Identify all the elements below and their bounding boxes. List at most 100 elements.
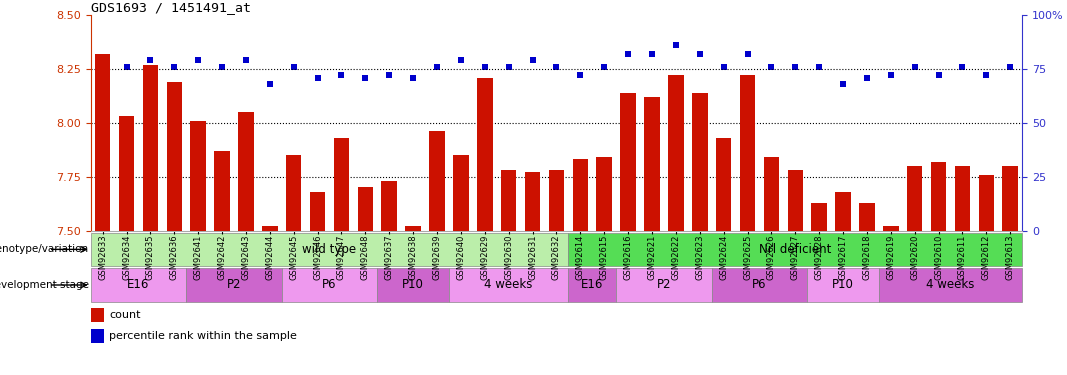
Point (261, 81, 278, 87)
Point (882, 72, 899, 78)
Text: GDS1693 / 1451491_at: GDS1693 / 1451491_at (91, 1, 251, 14)
Bar (378, 268, 449, 302)
Bar (91, 329, 103, 343)
Point (691, 51, 708, 57)
Text: E16: E16 (127, 279, 149, 291)
Bar (453, 155, 468, 231)
Text: genotype/variation: genotype/variation (0, 244, 89, 254)
Point (906, 64, 923, 70)
Bar (907, 166, 923, 231)
Bar (787, 170, 803, 231)
Point (620, 51, 637, 57)
Point (595, 64, 612, 70)
Bar (716, 138, 731, 231)
Bar (739, 75, 755, 231)
Bar (548, 170, 564, 231)
Bar (668, 75, 684, 231)
Bar (955, 166, 970, 231)
Bar (811, 202, 827, 231)
Text: P10: P10 (402, 279, 424, 291)
Point (285, 64, 302, 70)
Bar (883, 226, 898, 231)
Point (739, 51, 757, 57)
Bar (405, 226, 420, 231)
Point (476, 64, 493, 70)
Bar (569, 268, 616, 302)
Text: 4 weeks: 4 weeks (926, 279, 975, 291)
Bar (214, 151, 229, 231)
Text: P10: P10 (832, 279, 854, 291)
Bar (712, 268, 808, 302)
Point (237, 57, 254, 63)
Bar (262, 226, 277, 231)
Text: P6: P6 (752, 279, 767, 291)
Bar (879, 268, 1022, 302)
Text: P2: P2 (656, 279, 671, 291)
Bar (616, 268, 712, 302)
Text: E16: E16 (582, 279, 604, 291)
Text: 4 weeks: 4 weeks (484, 279, 532, 291)
Point (858, 75, 875, 81)
Bar (930, 162, 946, 231)
Point (643, 51, 660, 57)
Bar (764, 158, 779, 231)
Bar (692, 93, 707, 231)
Bar (118, 116, 134, 231)
Bar (835, 192, 850, 231)
Text: count: count (110, 310, 141, 320)
Bar (573, 159, 588, 231)
Point (452, 57, 469, 63)
Point (811, 64, 828, 70)
Bar (500, 170, 516, 231)
Point (667, 42, 684, 48)
Bar (166, 82, 182, 231)
Point (165, 64, 182, 70)
Text: P2: P2 (227, 279, 241, 291)
Text: Nrl deficient: Nrl deficient (759, 243, 831, 256)
Bar (238, 112, 254, 231)
Bar (187, 268, 282, 302)
Point (524, 57, 541, 63)
Bar (859, 202, 875, 231)
Bar (808, 268, 879, 302)
Bar (286, 155, 302, 231)
Bar (190, 121, 206, 231)
Bar (1003, 166, 1018, 231)
Point (404, 75, 421, 81)
Bar (91, 232, 569, 266)
Bar (620, 93, 636, 231)
Point (94, 57, 111, 63)
Point (715, 64, 732, 70)
Point (429, 64, 446, 70)
Point (572, 72, 589, 78)
Text: development stage: development stage (0, 280, 89, 290)
Point (118, 64, 136, 70)
Text: percentile rank within the sample: percentile rank within the sample (110, 331, 298, 341)
Point (763, 64, 780, 70)
Bar (95, 54, 110, 231)
Bar (143, 64, 158, 231)
Point (333, 72, 350, 78)
Bar (429, 132, 445, 231)
Text: wild type: wild type (302, 243, 356, 256)
Point (142, 57, 159, 63)
Point (786, 64, 803, 70)
Bar (91, 268, 187, 302)
Point (548, 64, 566, 70)
Bar (596, 158, 612, 231)
Bar (309, 192, 325, 231)
Point (381, 72, 398, 78)
Point (834, 81, 851, 87)
Point (1002, 64, 1019, 70)
Bar (91, 308, 103, 322)
Point (356, 75, 373, 81)
Bar (449, 268, 569, 302)
Bar (978, 175, 994, 231)
Point (500, 64, 517, 70)
Point (190, 57, 207, 63)
Bar (644, 97, 659, 231)
Point (954, 64, 971, 70)
Bar (382, 181, 397, 231)
Bar (525, 172, 540, 231)
Point (309, 75, 327, 81)
